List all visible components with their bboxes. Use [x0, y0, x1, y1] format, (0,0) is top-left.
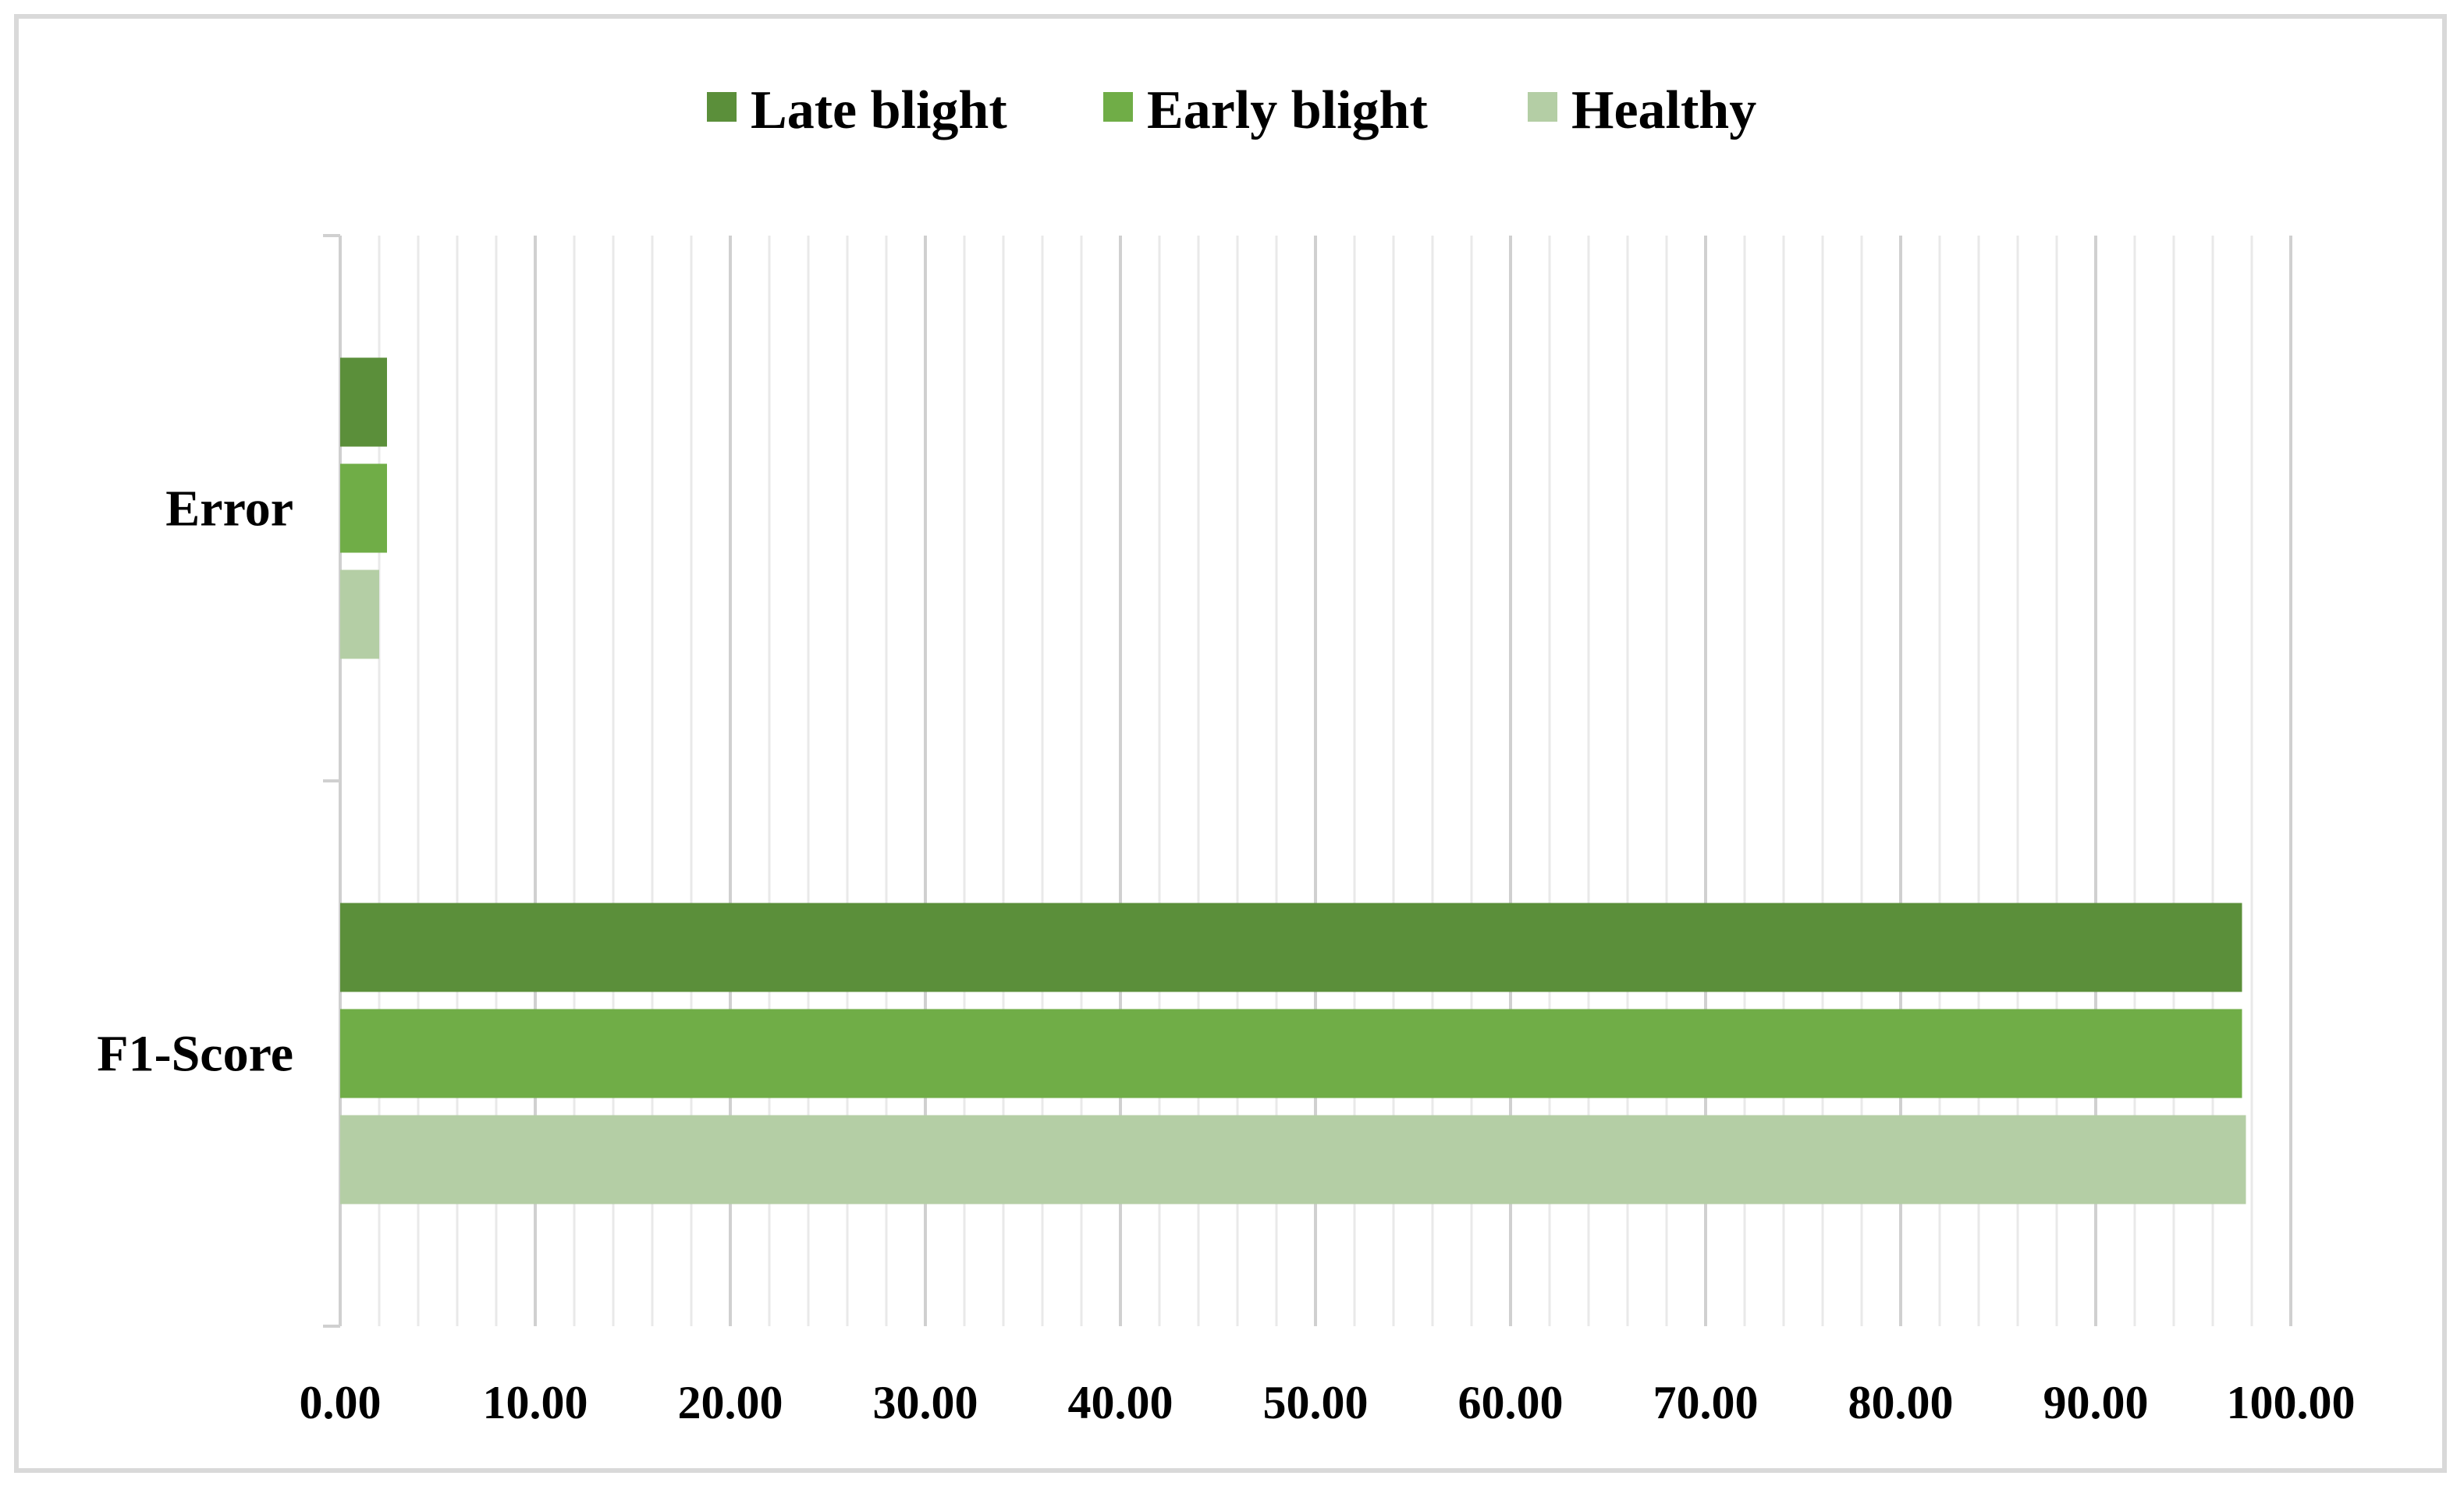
x-axis-tick-labels: 0.00 10.00 20.00 30.00 40.00 50.00 60.00 70.00 8…	[300, 1377, 2356, 1428]
bar-error-late-blight	[340, 357, 387, 447]
x-tick-label: 20.00	[678, 1377, 783, 1428]
legend-swatch	[1528, 92, 1557, 122]
category-label: Error	[165, 481, 293, 537]
legend: Late blight Early blight Healthy	[707, 80, 1756, 140]
x-tick-label: 50.00	[1263, 1377, 1369, 1428]
bar-error-early-blight	[340, 463, 387, 553]
y-axis-category-labels: Error F1-Score	[97, 481, 293, 1083]
legend-swatch	[1103, 92, 1133, 122]
bar-f1-score-late-blight	[340, 903, 2242, 992]
x-tick-label: 0.00	[300, 1377, 382, 1428]
x-tick-label: 10.00	[483, 1377, 588, 1428]
bar-f1-score-early-blight	[340, 1009, 2242, 1098]
bars	[340, 357, 2246, 1204]
bar-f1-score-healthy	[340, 1115, 2246, 1204]
x-tick-label: 40.00	[1068, 1377, 1173, 1428]
legend-label: Early blight	[1147, 80, 1428, 140]
x-tick-label: 100.00	[2227, 1377, 2356, 1428]
legend-label: Healthy	[1571, 80, 1756, 140]
category-axis	[323, 234, 342, 1328]
bar-error-healthy	[340, 569, 379, 659]
x-tick-label: 80.00	[1848, 1377, 1954, 1428]
category-label: F1-Score	[97, 1026, 293, 1083]
x-tick-label: 30.00	[873, 1377, 978, 1428]
chart-frame	[14, 14, 2447, 1473]
x-tick-label: 70.00	[1653, 1377, 1759, 1428]
x-tick-label: 90.00	[2043, 1377, 2149, 1428]
legend-swatch	[707, 92, 737, 122]
legend-label: Late blight	[751, 80, 1007, 140]
x-tick-label: 60.00	[1458, 1377, 1564, 1428]
